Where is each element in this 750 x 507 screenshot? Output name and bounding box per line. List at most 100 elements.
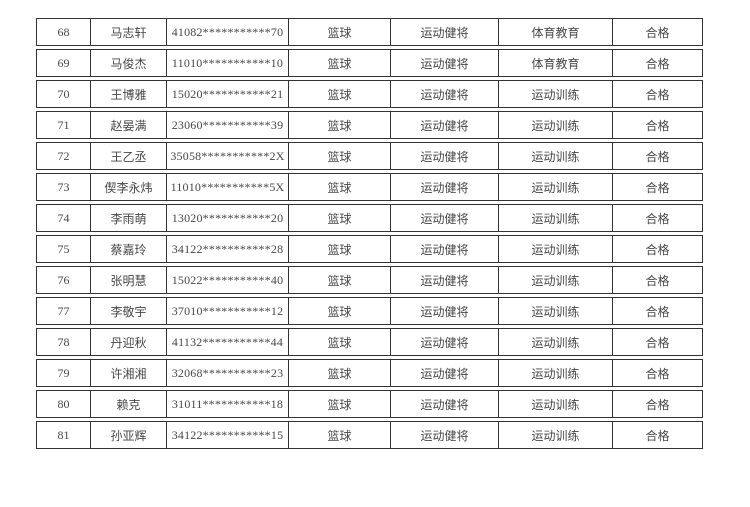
cell-id-number: 11010***********10: [166, 49, 288, 77]
cell-sport: 篮球: [288, 390, 390, 418]
cell-id-number: 15022***********40: [166, 266, 288, 294]
cell-major: 运动训练: [498, 390, 612, 418]
cell-id-number: 13020***********20: [166, 204, 288, 232]
cell-result: 合格: [612, 111, 703, 139]
cell-athlete-grade: 运动健将: [390, 359, 498, 387]
cell-id-number: 32068***********23: [166, 359, 288, 387]
cell-sport: 篮球: [288, 173, 390, 201]
cell-result: 合格: [612, 142, 703, 170]
cell-id-number: 31011***********18: [166, 390, 288, 418]
cell-name: 孙亚辉: [90, 421, 166, 449]
cell-index: 70: [36, 80, 90, 108]
cell-result: 合格: [612, 421, 703, 449]
cell-result: 合格: [612, 49, 703, 77]
cell-result: 合格: [612, 266, 703, 294]
table-row: 70 王博雅 15020***********21 篮球 运动健将 运动训练 合格: [36, 80, 703, 108]
cell-major: 运动训练: [498, 142, 612, 170]
cell-major: 运动训练: [498, 173, 612, 201]
cell-index: 80: [36, 390, 90, 418]
cell-athlete-grade: 运动健将: [390, 142, 498, 170]
cell-name: 赖克: [90, 390, 166, 418]
cell-name: 马志轩: [90, 18, 166, 46]
cell-athlete-grade: 运动健将: [390, 297, 498, 325]
cell-index: 76: [36, 266, 90, 294]
cell-name: 许湘湘: [90, 359, 166, 387]
cell-id-number: 41132***********44: [166, 328, 288, 356]
table-row: 81 孙亚辉 34122***********15 篮球 运动健将 运动训练 合格: [36, 421, 703, 449]
cell-name: 张明慧: [90, 266, 166, 294]
cell-sport: 篮球: [288, 421, 390, 449]
table-row: 73 偰李永炜 11010***********5X 篮球 运动健将 运动训练 合格: [36, 173, 703, 201]
cell-index: 77: [36, 297, 90, 325]
cell-sport: 篮球: [288, 266, 390, 294]
cell-id-number: 41082***********70: [166, 18, 288, 46]
cell-major: 运动训练: [498, 204, 612, 232]
cell-athlete-grade: 运动健将: [390, 266, 498, 294]
cell-athlete-grade: 运动健将: [390, 235, 498, 263]
cell-result: 合格: [612, 390, 703, 418]
cell-major: 体育教育: [498, 18, 612, 46]
cell-name: 李雨萌: [90, 204, 166, 232]
cell-index: 73: [36, 173, 90, 201]
cell-athlete-grade: 运动健将: [390, 390, 498, 418]
cell-sport: 篮球: [288, 18, 390, 46]
cell-sport: 篮球: [288, 142, 390, 170]
cell-name: 王乙丞: [90, 142, 166, 170]
cell-major: 运动训练: [498, 111, 612, 139]
table-row: 80 赖克 31011***********18 篮球 运动健将 运动训练 合格: [36, 390, 703, 418]
cell-index: 69: [36, 49, 90, 77]
table-row: 79 许湘湘 32068***********23 篮球 运动健将 运动训练 合格: [36, 359, 703, 387]
cell-id-number: 35058***********2X: [166, 142, 288, 170]
table-row: 74 李雨萌 13020***********20 篮球 运动健将 运动训练 合格: [36, 204, 703, 232]
cell-athlete-grade: 运动健将: [390, 18, 498, 46]
cell-result: 合格: [612, 328, 703, 356]
cell-athlete-grade: 运动健将: [390, 421, 498, 449]
cell-name: 偰李永炜: [90, 173, 166, 201]
cell-major: 运动训练: [498, 266, 612, 294]
cell-athlete-grade: 运动健将: [390, 80, 498, 108]
table-row: 76 张明慧 15022***********40 篮球 运动健将 运动训练 合格: [36, 266, 703, 294]
cell-athlete-grade: 运动健将: [390, 49, 498, 77]
table-row: 77 李敬宇 37010***********12 篮球 运动健将 运动训练 合格: [36, 297, 703, 325]
cell-id-number: 34122***********28: [166, 235, 288, 263]
cell-index: 78: [36, 328, 90, 356]
cell-name: 马俊杰: [90, 49, 166, 77]
cell-name: 赵晏满: [90, 111, 166, 139]
athlete-roster-table: 68 马志轩 41082***********70 篮球 运动健将 体育教育 合格 69 马俊杰…: [36, 15, 703, 452]
table-row: 71 赵晏满 23060***********39 篮球 运动健将 运动训练 合格: [36, 111, 703, 139]
cell-index: 68: [36, 18, 90, 46]
cell-major: 运动训练: [498, 359, 612, 387]
cell-sport: 篮球: [288, 111, 390, 139]
cell-major: 运动训练: [498, 328, 612, 356]
cell-result: 合格: [612, 359, 703, 387]
cell-id-number: 11010***********5X: [166, 173, 288, 201]
table-row: 72 王乙丞 35058***********2X 篮球 运动健将 运动训练 合格: [36, 142, 703, 170]
cell-sport: 篮球: [288, 235, 390, 263]
cell-index: 74: [36, 204, 90, 232]
cell-result: 合格: [612, 80, 703, 108]
cell-index: 75: [36, 235, 90, 263]
table-row: 78 丹迎秋 41132***********44 篮球 运动健将 运动训练 合格: [36, 328, 703, 356]
cell-index: 79: [36, 359, 90, 387]
cell-result: 合格: [612, 235, 703, 263]
cell-result: 合格: [612, 204, 703, 232]
cell-id-number: 15020***********21: [166, 80, 288, 108]
cell-index: 81: [36, 421, 90, 449]
cell-athlete-grade: 运动健将: [390, 111, 498, 139]
cell-major: 运动训练: [498, 80, 612, 108]
cell-major: 运动训练: [498, 297, 612, 325]
cell-name: 李敬宇: [90, 297, 166, 325]
cell-major: 运动训练: [498, 421, 612, 449]
cell-sport: 篮球: [288, 49, 390, 77]
table-row: 69 马俊杰 11010***********10 篮球 运动健将 体育教育 合格: [36, 49, 703, 77]
table-row: 68 马志轩 41082***********70 篮球 运动健将 体育教育 合格: [36, 18, 703, 46]
cell-id-number: 34122***********15: [166, 421, 288, 449]
cell-major: 运动训练: [498, 235, 612, 263]
cell-sport: 篮球: [288, 328, 390, 356]
cell-name: 丹迎秋: [90, 328, 166, 356]
roster-table-body: 68 马志轩 41082***********70 篮球 运动健将 体育教育 合格 69 马俊杰…: [36, 18, 703, 449]
cell-athlete-grade: 运动健将: [390, 328, 498, 356]
cell-sport: 篮球: [288, 359, 390, 387]
cell-athlete-grade: 运动健将: [390, 173, 498, 201]
